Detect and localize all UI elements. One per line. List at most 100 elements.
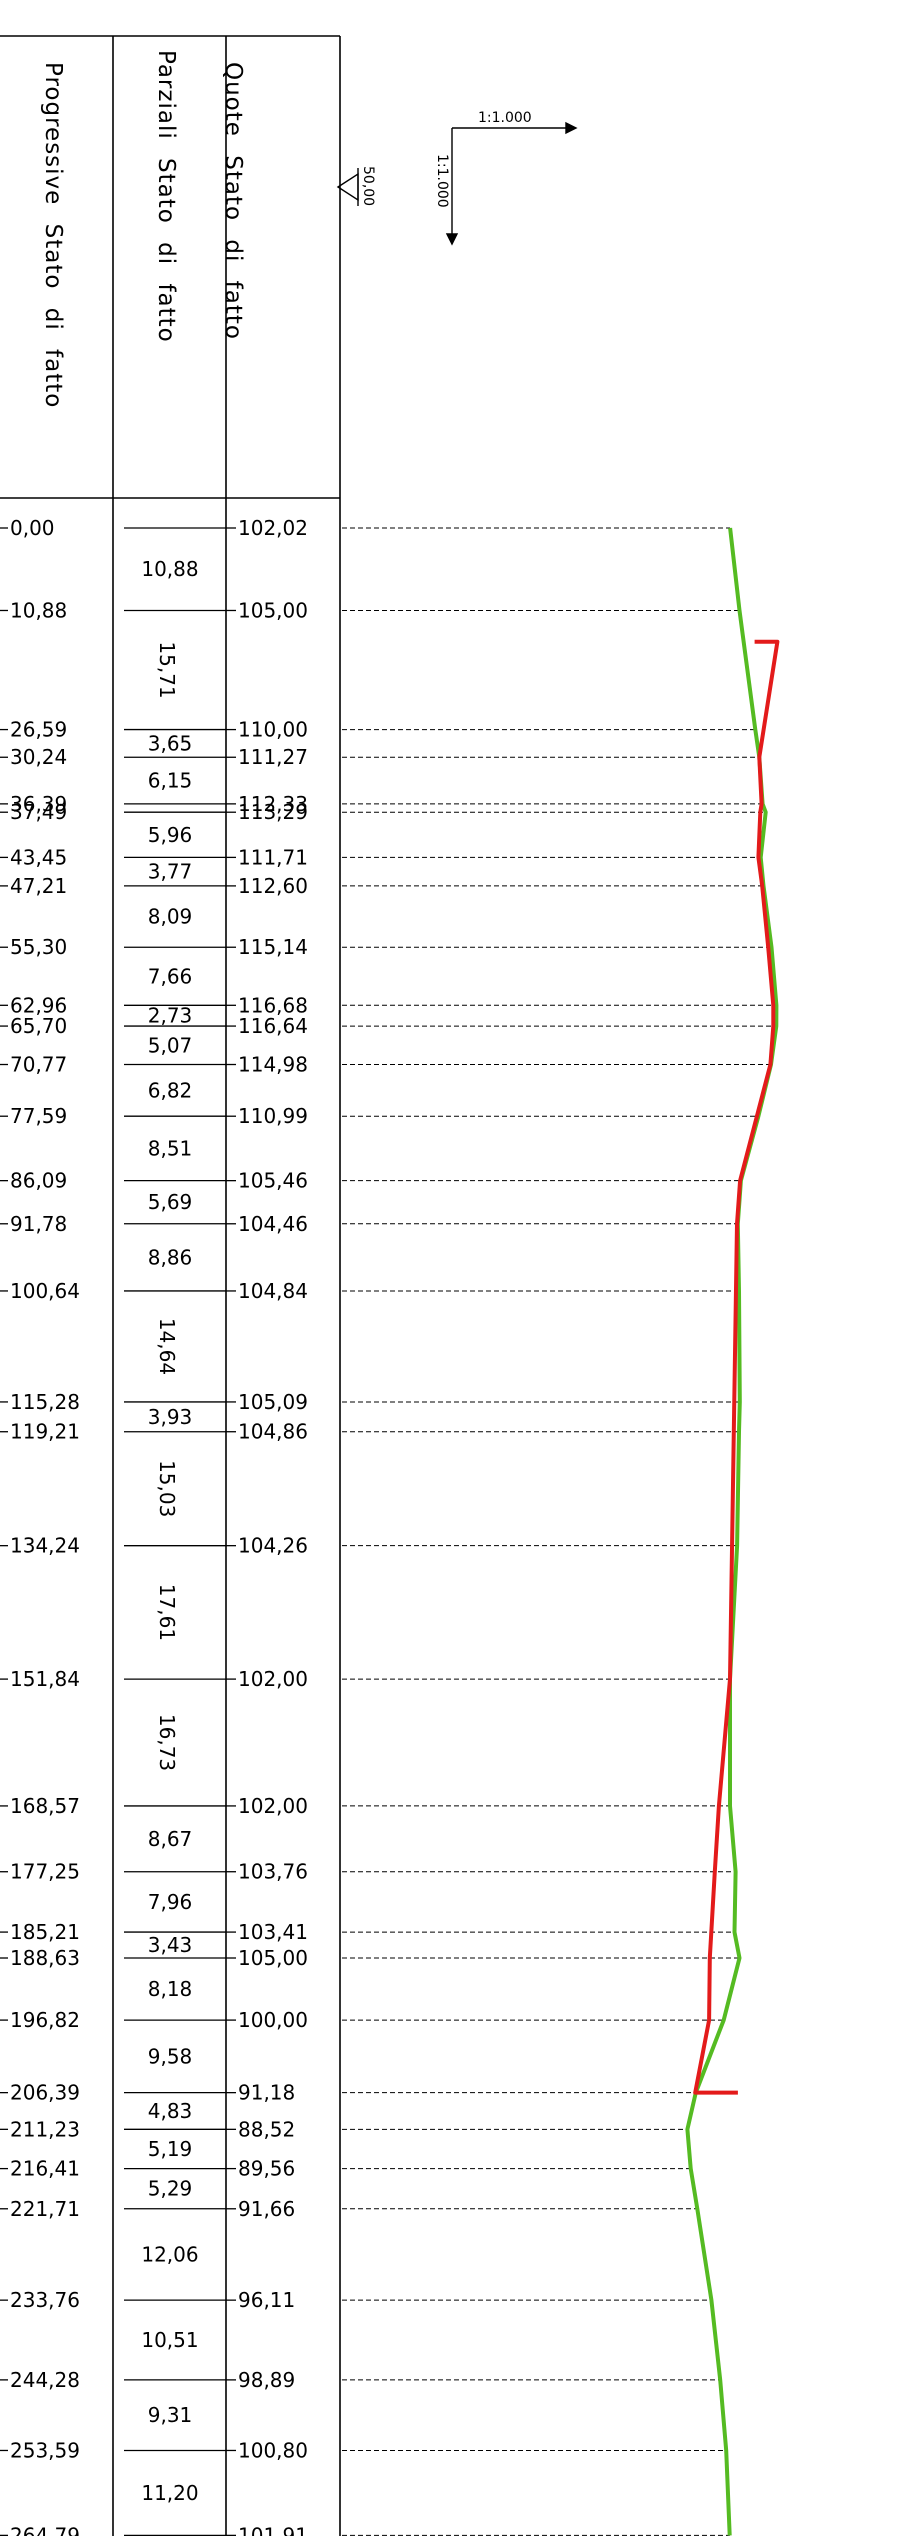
partial-label: 14,64 — [155, 1318, 179, 1375]
progressive-label: 0,00 — [10, 516, 55, 540]
partial-label: 9,31 — [148, 2403, 193, 2427]
elevation-label: 110,99 — [238, 1104, 308, 1128]
partial-label: 10,88 — [141, 557, 198, 581]
progressive-label: 62,96 — [10, 993, 67, 1017]
progressive-label: 86,09 — [10, 1169, 67, 1193]
partial-label: 3,43 — [148, 1933, 193, 1957]
station-row: 36,39 112,33 — [0, 792, 763, 816]
elevation-label: 103,76 — [238, 1860, 308, 1884]
elevation-label: 104,26 — [238, 1534, 308, 1558]
datum-label: 50,00 — [360, 166, 376, 206]
partial-label: 5,29 — [148, 2177, 193, 2201]
elevation-label: 96,11 — [238, 2288, 295, 2312]
header-progressive: Progressive Stato di fatto — [40, 62, 66, 408]
station-rows: 0,00 102,02 10,88 105,00 26,59 110,00 30,24 111… — [0, 516, 777, 2536]
elevation-label: 102,02 — [238, 516, 308, 540]
elevation-label: 100,00 — [238, 2008, 308, 2032]
progressive-label: 177,25 — [10, 1860, 80, 1884]
scale-indicator — [445, 121, 578, 246]
station-row: 221,71 91,66 — [0, 2197, 698, 2221]
station-row: 185,21 103,41 — [0, 1920, 735, 1944]
progressive-label: 168,57 — [10, 1794, 80, 1818]
progressive-label: 253,59 — [10, 2438, 80, 2462]
elevation-label: 88,52 — [238, 2117, 295, 2141]
partial-label: 3,77 — [148, 860, 193, 884]
station-row: 244,28 98,89 — [0, 2368, 721, 2392]
progressive-label: 55,30 — [10, 935, 67, 959]
station-row: 86,09 105,46 — [0, 1169, 741, 1193]
elevation-label: 104,86 — [238, 1420, 308, 1444]
elevation-label: 105,00 — [238, 1946, 308, 1970]
progressive-label: 134,24 — [10, 1534, 80, 1558]
elevation-label: 111,71 — [238, 845, 308, 869]
partial-label: 15,03 — [155, 1460, 179, 1517]
partial-label: 3,93 — [148, 1405, 193, 1429]
station-row: 55,30 115,14 — [0, 935, 772, 959]
elevation-label: 91,66 — [238, 2197, 295, 2221]
station-row: 115,28 105,09 — [0, 1390, 740, 1414]
station-row: 177,25 103,76 — [0, 1860, 736, 1884]
partial-label: 7,96 — [148, 1890, 193, 1914]
progressive-label: 264,79 — [10, 2523, 80, 2536]
partial-label: 3,65 — [148, 731, 193, 755]
partial-label: 12,06 — [141, 2242, 198, 2266]
elevation-label: 101,91 — [238, 2523, 308, 2536]
progressive-label: 244,28 — [10, 2368, 80, 2392]
partial-label: 8,86 — [148, 1245, 193, 1269]
station-row: 10,88 105,00 — [0, 598, 740, 622]
elevation-label: 116,68 — [238, 993, 308, 1017]
progressive-label: 37,49 — [10, 800, 67, 824]
station-row: 0,00 102,02 — [0, 516, 731, 540]
table-frame — [0, 35, 341, 2536]
progressive-label: 77,59 — [10, 1104, 67, 1128]
elevation-label: 110,00 — [238, 718, 308, 742]
partial-label: 8,51 — [148, 1136, 193, 1160]
elevation-label: 103,41 — [238, 1920, 308, 1944]
progressive-label: 100,64 — [10, 1279, 80, 1303]
project-line — [693, 639, 780, 2095]
station-row: 26,59 110,00 — [0, 718, 756, 742]
station-row: 100,64 104,84 — [0, 1279, 739, 1303]
progressive-label: 119,21 — [10, 1420, 80, 1444]
progressive-label: 65,70 — [10, 1014, 67, 1038]
partial-cells: 10,88 15,71 3,65 6,15 5,96 3,77 8,09 7,66 2,73 5,… — [124, 527, 226, 2536]
elevation-label: 115,14 — [238, 935, 308, 959]
station-row: 206,39 91,18 — [0, 2081, 696, 2105]
progressive-label: 91,78 — [10, 1212, 67, 1236]
progressive-label: 26,59 — [10, 718, 67, 742]
partial-label: 6,82 — [148, 1078, 193, 1102]
partial-label: 7,66 — [148, 964, 193, 988]
station-row: 134,24 104,26 — [0, 1534, 738, 1558]
progressive-label: 115,28 — [10, 1390, 80, 1414]
partial-label: 17,61 — [155, 1584, 179, 1641]
elevation-label: 112,33 — [238, 792, 308, 816]
station-row: 37,49 113,29 — [0, 800, 766, 824]
progressive-label: 47,21 — [10, 874, 67, 898]
elevation-label: 100,80 — [238, 2438, 308, 2462]
elevation-label: 98,89 — [238, 2368, 295, 2392]
station-row: 264,79 101,91 — [0, 2523, 730, 2536]
elevation-label: 111,27 — [238, 745, 308, 769]
partial-label: 6,15 — [148, 769, 193, 793]
station-row: 168,57 102,00 — [0, 1794, 730, 1818]
progressive-label: 196,82 — [10, 2008, 80, 2032]
progressive-label: 43,45 — [10, 845, 67, 869]
station-row: 211,23 88,52 — [0, 2117, 688, 2141]
station-row: 30,24 111,27 — [0, 745, 760, 769]
station-row: 119,21 104,86 — [0, 1420, 740, 1444]
elevation-label: 105,00 — [238, 598, 308, 622]
progressive-label: 233,76 — [10, 2288, 80, 2312]
scale-vertical: 1:1.000 — [434, 154, 450, 208]
progressive-label: 151,84 — [10, 1667, 80, 1691]
elevation-label: 102,00 — [238, 1794, 308, 1818]
progressive-label: 216,41 — [10, 2157, 80, 2181]
progressive-label: 10,88 — [10, 598, 67, 622]
partial-label: 15,71 — [155, 641, 179, 698]
progressive-label: 70,77 — [10, 1053, 67, 1077]
elevation-label: 105,46 — [238, 1169, 308, 1193]
ground-line — [685, 527, 779, 2536]
elevation-label: 112,60 — [238, 874, 308, 898]
partial-label: 5,07 — [148, 1033, 193, 1057]
station-row: 91,78 104,46 — [0, 1212, 738, 1236]
